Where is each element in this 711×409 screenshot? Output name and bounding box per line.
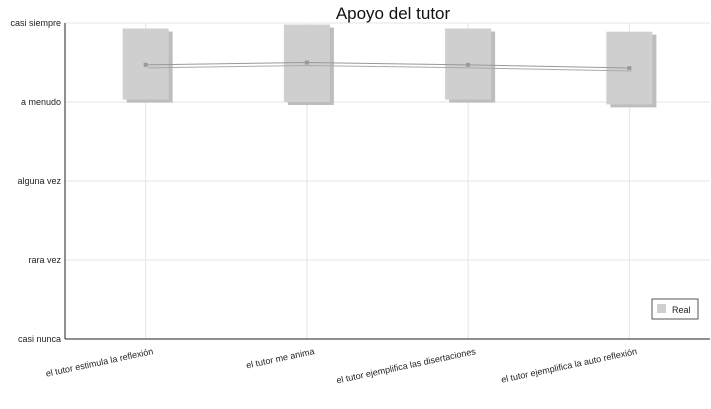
- x-tick-label: el tutor ejemplifica las disertaciones: [335, 346, 477, 385]
- x-tick-label: el tutor ejemplifica la auto reflexión: [500, 346, 638, 385]
- mean-point: [466, 62, 471, 67]
- x-tick-labels: el tutor estimula la reflexión el tutor m…: [45, 346, 638, 385]
- y-tick-labels: casi nunca rara vez alguna vez a menudo casi…: [10, 18, 61, 344]
- x-tick-label: el tutor me anima: [245, 346, 315, 370]
- mean-line: [145, 61, 630, 69]
- y-tick-label: casi nunca: [18, 334, 61, 344]
- y-tick-label: rara vez: [28, 255, 61, 265]
- mean-point: [304, 60, 309, 65]
- mean-point: [627, 66, 632, 71]
- mean-point: [143, 62, 148, 67]
- mean-line-shadow: [147, 64, 632, 72]
- legend-swatch: [657, 304, 666, 313]
- range-boxes: [122, 24, 657, 108]
- legend-label: Real: [672, 305, 691, 315]
- y-tick-label: casi siempre: [10, 18, 61, 28]
- mean-line: [143, 60, 632, 72]
- chart-title: Apoyo del tutor: [336, 4, 451, 23]
- axes: [64, 23, 710, 340]
- x-tick-label: el tutor estimula la reflexión: [45, 346, 154, 379]
- y-tick-label: a menudo: [21, 97, 61, 107]
- y-tick-label: alguna vez: [17, 176, 61, 186]
- legend: Real: [651, 298, 699, 320]
